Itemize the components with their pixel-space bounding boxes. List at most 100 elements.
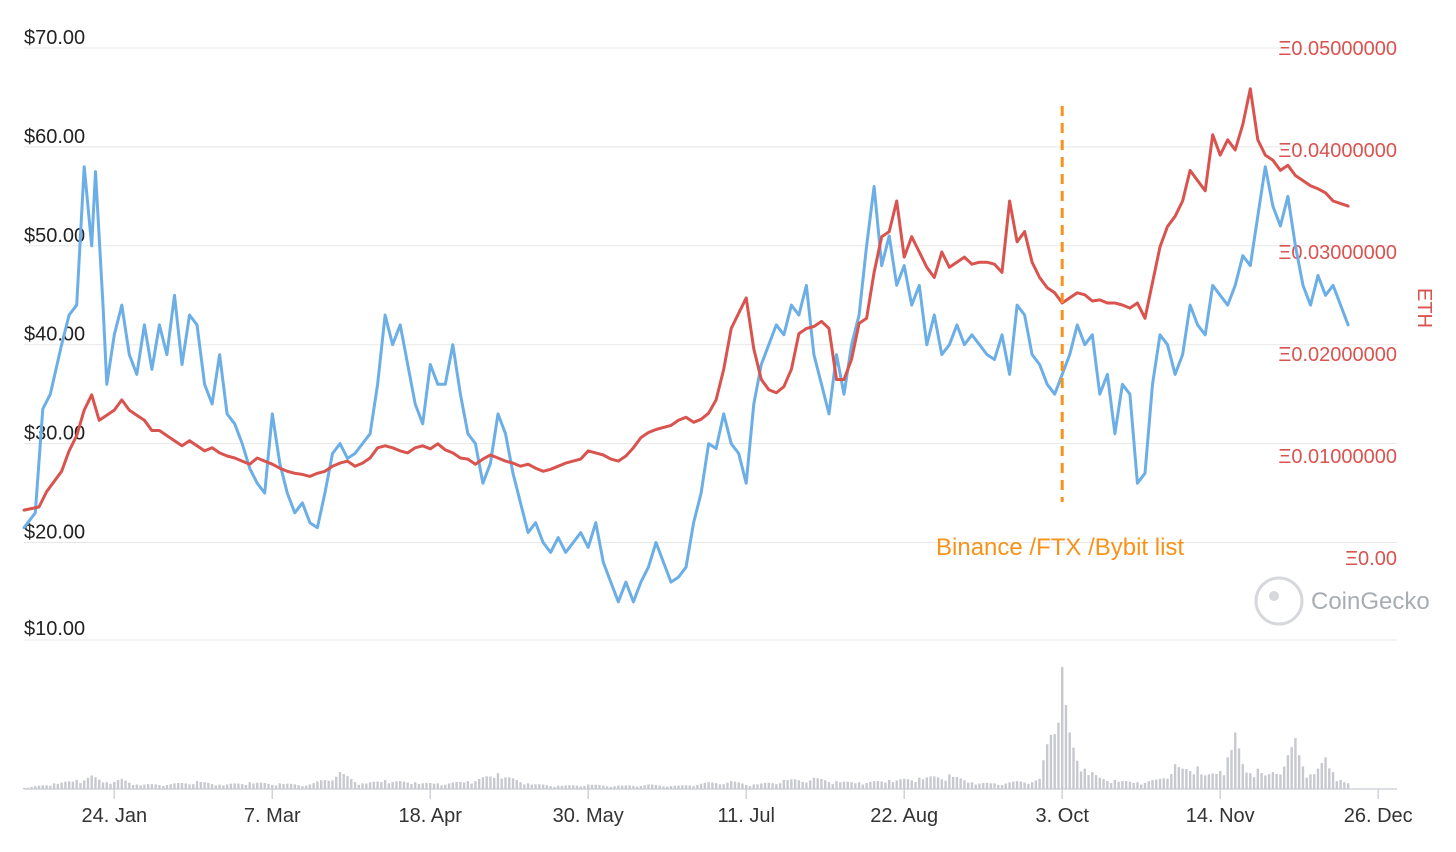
volume-bar (801, 781, 804, 789)
volume-bar (1346, 783, 1350, 789)
volume-bar (767, 782, 771, 789)
volume-bar (1222, 775, 1226, 789)
left-tick-label: $70.00 (24, 27, 85, 49)
left-tick-label: $60.00 (24, 126, 85, 148)
volume-bar (1155, 779, 1158, 789)
volume-bar (316, 781, 319, 789)
volume-bar (45, 785, 48, 789)
volume-bar (891, 782, 895, 789)
volume-bar (541, 784, 545, 789)
volume-bar (165, 785, 169, 789)
volume-bar (933, 776, 936, 789)
volume-bar (553, 786, 556, 789)
coingecko-wordmark: CoinGecko (1311, 588, 1430, 615)
volume-bar (1207, 774, 1211, 789)
volume-bar (666, 786, 669, 789)
volume-bar (556, 785, 560, 789)
volume-bar (632, 785, 635, 789)
volume-bar (1072, 747, 1075, 789)
volume-bar (1124, 781, 1128, 789)
volume-bar (1328, 768, 1331, 789)
volume-bar (989, 783, 992, 789)
volume-bar (240, 784, 244, 789)
volume-bar (327, 780, 330, 789)
volume-bar (271, 784, 274, 789)
volume-bar (722, 784, 725, 789)
volume-bar (594, 784, 597, 789)
volume-bar (1215, 773, 1218, 789)
volume-bar (538, 784, 541, 789)
left-tick-label: $20.00 (24, 522, 85, 544)
volume-bar (225, 784, 229, 789)
volume-bar (872, 781, 876, 789)
volume-bar (613, 786, 616, 789)
volume-bar (496, 773, 500, 789)
volume-bar (135, 784, 139, 789)
right-axis-label: ETH (1413, 288, 1435, 328)
volume-bar (331, 780, 334, 789)
volume-bar (748, 786, 752, 789)
volume-bar (474, 781, 477, 789)
volume-bar (808, 780, 812, 789)
volume-bar (459, 781, 462, 789)
volume-bar (692, 786, 695, 789)
volume-bar (210, 784, 214, 789)
volume-bar (1162, 778, 1165, 789)
volume-bar (267, 783, 270, 789)
volume-bar (1286, 755, 1290, 789)
volume-bar (1245, 772, 1248, 789)
volume-bar (1335, 781, 1339, 789)
volume-bar (944, 780, 947, 789)
listing-annotation-label: Binance /FTX /Bybit list (936, 534, 1184, 561)
volume-bar (936, 777, 940, 789)
volume-bar (143, 784, 146, 789)
right-tick-label: Ξ0.01000000 (1278, 446, 1397, 468)
volume-bar (323, 780, 327, 789)
volume-bar (1264, 775, 1267, 789)
volume-bar (1057, 722, 1060, 789)
volume-bar (745, 784, 748, 789)
volume-bar (368, 782, 372, 789)
volume-bar (835, 781, 838, 789)
volume-bar (1196, 766, 1199, 789)
volume-bar (248, 782, 251, 789)
volume-bar (966, 782, 970, 789)
volume-bar (861, 784, 865, 789)
volume-bar (1279, 774, 1282, 789)
volume-bar (628, 785, 631, 789)
volume-bar (1226, 757, 1229, 789)
volume-bar (49, 785, 52, 789)
volume-bar (1000, 785, 1004, 789)
volume-bar (778, 783, 782, 789)
volume-bar (1237, 748, 1241, 789)
coingecko-watermark: CoinGecko (1254, 576, 1430, 626)
volume-bar (274, 785, 278, 789)
volume-bar (647, 784, 650, 789)
volume-bar (218, 784, 221, 789)
volume-bar (252, 783, 255, 789)
volume-bar (1034, 780, 1038, 789)
volume-bar (477, 778, 481, 789)
volume-bar (470, 783, 473, 789)
volume-bar (699, 783, 703, 789)
volume-bar (850, 782, 853, 789)
volume-bar (1271, 772, 1275, 789)
volume-bar (790, 779, 793, 789)
volume-bar (918, 777, 921, 789)
volume-bar (993, 783, 996, 789)
volume-bar (489, 776, 492, 789)
volume-bar (681, 785, 684, 789)
coingecko-logo-icon (1254, 576, 1304, 626)
volume-bar (338, 772, 342, 789)
x-tick-label: 7. Mar (244, 805, 301, 827)
volume-bar (237, 783, 240, 789)
left-tick-label: $50.00 (24, 225, 85, 247)
volume-bar (997, 784, 1000, 789)
volume-bar (207, 782, 210, 789)
volume-bar (696, 785, 699, 789)
volume-bar (297, 785, 300, 789)
x-axis-ticks: 24. Jan 7. Mar 18. Apr 30. May 11. Jul 22. Au… (81, 789, 1413, 827)
volume-bar (79, 783, 82, 789)
volume-bar (131, 784, 135, 789)
volume-bar (831, 784, 834, 789)
